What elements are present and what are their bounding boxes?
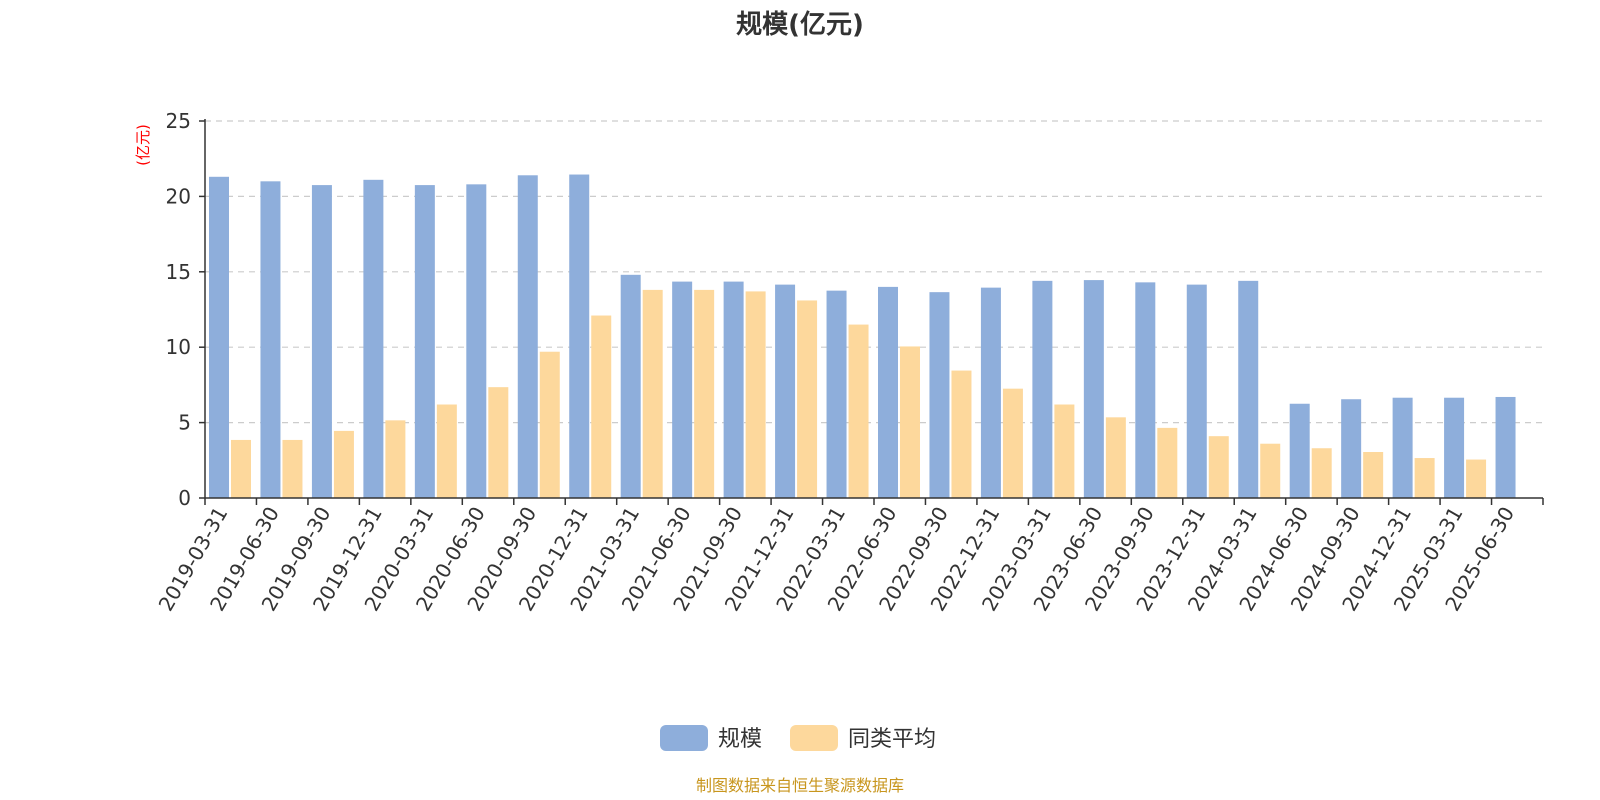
bar-scale[interactable] bbox=[517, 175, 538, 498]
bar-scale[interactable] bbox=[1495, 396, 1516, 498]
bar-scale[interactable] bbox=[1392, 397, 1413, 498]
bar-peer-average[interactable] bbox=[642, 289, 663, 498]
y-axis-unit-label: (亿元) bbox=[134, 124, 152, 166]
bar-scale[interactable] bbox=[826, 290, 847, 498]
bar-peer-average[interactable] bbox=[488, 387, 509, 498]
y-tick-label: 0 bbox=[178, 486, 191, 510]
bar-peer-average[interactable] bbox=[333, 430, 354, 498]
legend-item-peer-average[interactable]: 同类平均 bbox=[790, 725, 936, 752]
bar-peer-average[interactable] bbox=[1054, 404, 1075, 498]
bar-scale[interactable] bbox=[569, 174, 590, 498]
series-2 bbox=[231, 289, 1487, 498]
bars-group bbox=[209, 174, 1516, 498]
legend-swatch bbox=[660, 725, 708, 751]
bar-scale[interactable] bbox=[363, 179, 384, 498]
bar-peer-average[interactable] bbox=[900, 346, 920, 498]
grid-lines bbox=[205, 120, 1543, 424]
bar-scale[interactable] bbox=[980, 287, 1001, 498]
bar-scale[interactable] bbox=[311, 185, 332, 498]
bar-peer-average[interactable] bbox=[1208, 436, 1229, 498]
bar-scale[interactable] bbox=[723, 281, 744, 498]
bar-scale[interactable] bbox=[775, 284, 796, 498]
bar-scale[interactable] bbox=[878, 286, 898, 498]
bar-peer-average[interactable] bbox=[1105, 417, 1126, 498]
bar-scale[interactable] bbox=[620, 274, 641, 498]
legend-item-scale[interactable]: 规模 bbox=[660, 725, 762, 752]
legend[interactable]: 规模 同类平均 bbox=[660, 725, 936, 752]
bar-peer-average[interactable] bbox=[848, 324, 869, 498]
bar-scale[interactable] bbox=[414, 185, 435, 498]
bar-scale[interactable] bbox=[672, 281, 693, 498]
bar-scale[interactable] bbox=[1186, 284, 1207, 498]
bar-peer-average[interactable] bbox=[1311, 448, 1332, 498]
bar-peer-average[interactable] bbox=[591, 315, 612, 498]
bar-peer-average[interactable] bbox=[1260, 443, 1281, 498]
y-tick-label: 25 bbox=[166, 109, 191, 133]
bar-peer-average[interactable] bbox=[745, 291, 766, 498]
bar-peer-average[interactable] bbox=[1466, 459, 1487, 498]
bar-scale[interactable] bbox=[209, 176, 229, 498]
legend-swatch bbox=[790, 725, 838, 751]
bar-peer-average[interactable] bbox=[1414, 458, 1435, 498]
y-tick-label: 10 bbox=[166, 335, 191, 359]
bar-peer-average[interactable] bbox=[1157, 427, 1178, 498]
bar-scale[interactable] bbox=[1444, 397, 1465, 498]
y-tick-label: 20 bbox=[166, 184, 191, 208]
bar-scale[interactable] bbox=[1341, 399, 1362, 498]
y-tick-label: 15 bbox=[166, 260, 191, 284]
bar-scale[interactable] bbox=[1083, 280, 1104, 498]
bar-scale[interactable] bbox=[1238, 280, 1259, 498]
chart-title: 规模(亿元) bbox=[736, 10, 864, 40]
bar-peer-average[interactable] bbox=[539, 351, 560, 498]
legend-label: 同类平均 bbox=[848, 727, 936, 752]
y-tick-label: 5 bbox=[178, 411, 191, 435]
bar-scale[interactable] bbox=[929, 292, 950, 498]
bar-scale[interactable] bbox=[1289, 403, 1310, 498]
bar-peer-average[interactable] bbox=[436, 404, 457, 498]
axes: 05101520252019-03-312019-06-302019-09-30… bbox=[154, 109, 1544, 615]
bar-peer-average[interactable] bbox=[385, 420, 406, 498]
bar-peer-average[interactable] bbox=[797, 300, 818, 498]
bar-peer-average[interactable] bbox=[282, 439, 303, 498]
bar-scale[interactable] bbox=[466, 184, 487, 498]
series-1 bbox=[209, 174, 1516, 498]
bar-scale[interactable] bbox=[1032, 280, 1053, 498]
bar-peer-average[interactable] bbox=[231, 439, 251, 498]
bar-peer-average[interactable] bbox=[951, 370, 972, 498]
bar-scale[interactable] bbox=[1135, 282, 1156, 498]
bar-scale[interactable] bbox=[260, 181, 281, 498]
legend-label: 规模 bbox=[718, 727, 762, 752]
data-source-note: 制图数据来自恒生聚源数据库 bbox=[696, 776, 904, 795]
bar-peer-average[interactable] bbox=[1363, 452, 1384, 498]
bar-peer-average[interactable] bbox=[1002, 388, 1023, 498]
bar-peer-average[interactable] bbox=[694, 289, 715, 498]
